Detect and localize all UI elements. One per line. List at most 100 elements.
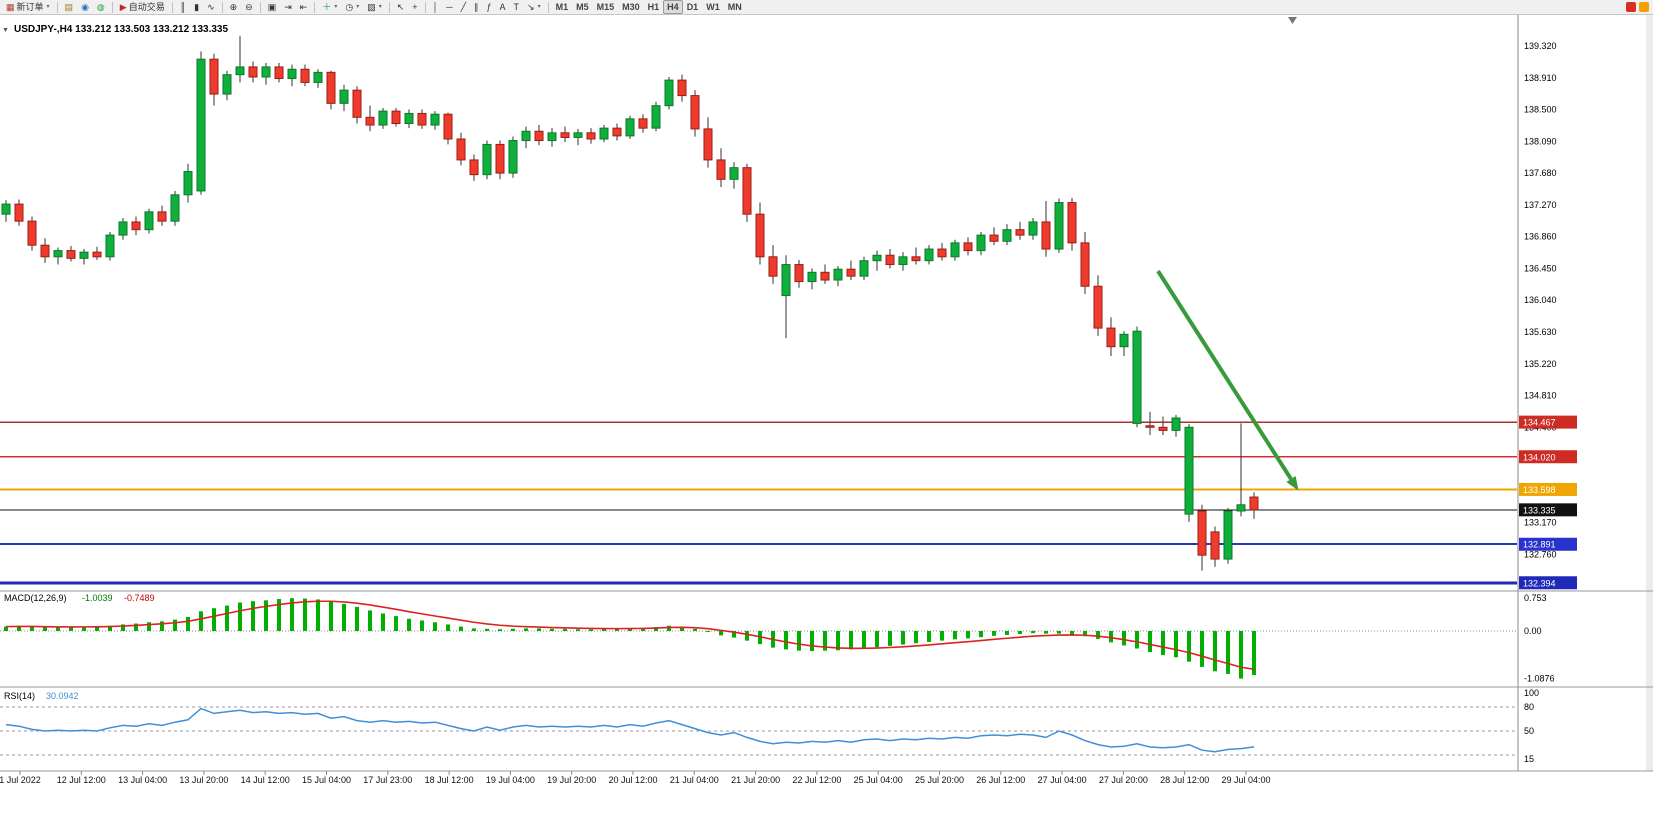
toolbar: ▦ 新订单 ▾ ▤ ◉ ◍ ▶ 自动交易 ║ ▮ ∿ ⊕ ⊖ ▣ ⇥ ⇤ ＋ ▾ ◷ ▾ ▧ ▾ ↖ + │ ─ ╱ ∥ ƒ A T ↘ ▾ M1… <box>0 0 1653 15</box>
timeframe-h4-button[interactable]: H4 <box>663 0 683 14</box>
notification-icon-red[interactable] <box>1626 2 1636 12</box>
time-axis-label: 19 Jul 04:00 <box>486 775 535 785</box>
candle <box>1249 496 1259 511</box>
new-order-button-caret-icon: ▾ <box>46 4 50 10</box>
macd-histogram-bar <box>342 603 346 631</box>
price-tick-label: 137.270 <box>1524 200 1557 210</box>
candle <box>27 220 37 246</box>
auto-scroll-icon[interactable]: ⇥ <box>280 0 296 14</box>
market-watch-icon[interactable]: ◍ <box>93 0 109 14</box>
candle <box>469 159 479 176</box>
macd-signal-line <box>5 600 1255 670</box>
price-tick-label: 135.630 <box>1524 327 1557 337</box>
timeframe-m30-button[interactable]: M30 <box>622 2 640 12</box>
fibonacci-icon[interactable]: ƒ <box>483 0 496 14</box>
candle <box>963 242 973 252</box>
candle <box>534 130 544 142</box>
price-badge-label: 134.467 <box>1523 418 1556 428</box>
price-tick-label: 138.090 <box>1524 136 1557 146</box>
candle <box>989 234 999 242</box>
crosshair-icon[interactable]: + <box>408 0 421 14</box>
candlestick-chart-icon[interactable]: ▮ <box>190 0 203 14</box>
price-badge[interactable] <box>1519 537 1577 551</box>
timeframe-d1-button[interactable]: D1 <box>686 2 699 12</box>
price-badge-label: 134.020 <box>1523 452 1556 462</box>
arrows-icon-glyph: ↘ <box>527 1 535 12</box>
macd-histogram-bar <box>849 631 853 650</box>
timeframe-h1-button[interactable]: H1 <box>647 2 660 12</box>
horizontal-line-icon[interactable]: ─ <box>442 0 456 14</box>
periods-icon-caret-icon: ▾ <box>356 4 360 10</box>
candle <box>157 211 167 222</box>
bar-chart-icon[interactable]: ║ <box>176 0 190 14</box>
indicators-icon[interactable]: ＋ ▾ <box>318 0 341 14</box>
text-icon-glyph: A <box>499 1 506 12</box>
zoom-out-icon[interactable]: ⊖ <box>241 0 257 14</box>
notification-icon-orange[interactable] <box>1639 2 1649 12</box>
one-click-trading-toggle[interactable]: ▼ <box>2 27 9 34</box>
macd-histogram-bar <box>1226 631 1230 674</box>
macd-histogram-bar <box>745 631 749 641</box>
line-chart-icon[interactable]: ∿ <box>203 0 219 14</box>
rsi-axis-label: 50 <box>1524 726 1534 736</box>
price-badge[interactable] <box>1519 482 1577 496</box>
macd-histogram-bar <box>420 620 424 631</box>
time-axis-label: 15 Jul 04:00 <box>302 775 351 785</box>
new-order-button[interactable]: ▦ 新订单 ▾ <box>2 0 54 14</box>
tile-windows-icon[interactable]: ▣ <box>264 0 281 14</box>
macd-histogram-bar <box>199 611 203 631</box>
timeframe-m15-button[interactable]: M15 <box>596 2 615 12</box>
price-badge[interactable] <box>1519 503 1577 517</box>
templates-icon[interactable]: ▧ ▾ <box>363 0 386 14</box>
charts-grid-icon[interactable]: ▤ <box>61 0 78 14</box>
timeframe-w1-button[interactable]: W1 <box>706 2 720 12</box>
chart-shift-marker[interactable] <box>1288 17 1297 24</box>
macd-histogram-bar <box>472 628 476 631</box>
periods-icon[interactable]: ◷ ▾ <box>341 0 363 14</box>
rsi-axis-label: 100 <box>1524 688 1539 698</box>
scrollbar-track[interactable] <box>1646 15 1653 771</box>
candle <box>170 194 180 222</box>
chart-svg[interactable]: USDJPY-,H4 133.212 133.503 133.212 133.3… <box>0 15 1653 787</box>
candle <box>1067 202 1077 244</box>
timeframe-m1-button[interactable]: M1 <box>555 2 569 12</box>
vertical-line-icon[interactable]: │ <box>429 0 443 14</box>
time-axis-label: 25 Jul 04:00 <box>854 775 903 785</box>
price-badge[interactable] <box>1519 450 1577 464</box>
candle <box>1171 417 1181 431</box>
trendline-icon[interactable]: ╱ <box>457 0 470 14</box>
candle <box>755 213 765 258</box>
macd-axis-label: 0.753 <box>1524 593 1547 603</box>
trend-arrow[interactable] <box>1156 269 1293 481</box>
candle <box>209 58 219 95</box>
arrows-icon[interactable]: ↘ ▾ <box>523 0 545 14</box>
macd-histogram-bar <box>511 628 515 631</box>
price-badge-label: 132.394 <box>1523 578 1556 588</box>
toolbar-separator <box>111 1 113 13</box>
arrows-icon-caret-icon: ▾ <box>537 4 541 10</box>
zoom-in-icon[interactable]: ⊕ <box>226 0 242 14</box>
channel-icon[interactable]: ∥ <box>470 0 483 14</box>
time-axis-label: 20 Jul 12:00 <box>608 775 657 785</box>
candle <box>521 130 531 142</box>
label-icon[interactable]: T <box>510 0 524 14</box>
candle <box>1145 425 1155 428</box>
time-axis-label: 27 Jul 04:00 <box>1038 775 1087 785</box>
candle <box>222 74 232 95</box>
price-badge[interactable] <box>1519 415 1577 429</box>
text-icon[interactable]: A <box>496 0 510 14</box>
trend-arrow-head[interactable] <box>1286 476 1299 491</box>
chart-shift-icon[interactable]: ⇤ <box>296 0 312 14</box>
profiles-icon[interactable]: ◉ <box>77 0 93 14</box>
new-order-button-label: 新订单 <box>16 2 44 12</box>
price-badge[interactable] <box>1519 576 1577 590</box>
macd-histogram-bar <box>1161 631 1165 656</box>
auto-trading-button[interactable]: ▶ 自动交易 <box>116 0 169 14</box>
timeframe-mn-button[interactable]: MN <box>727 2 742 12</box>
macd-histogram-bar <box>147 622 151 631</box>
cursor-icon[interactable]: ↖ <box>393 0 409 14</box>
candle <box>1015 229 1025 236</box>
candle <box>131 221 141 231</box>
macd-histogram-bar <box>30 626 34 631</box>
timeframe-m5-button[interactable]: M5 <box>576 2 589 12</box>
